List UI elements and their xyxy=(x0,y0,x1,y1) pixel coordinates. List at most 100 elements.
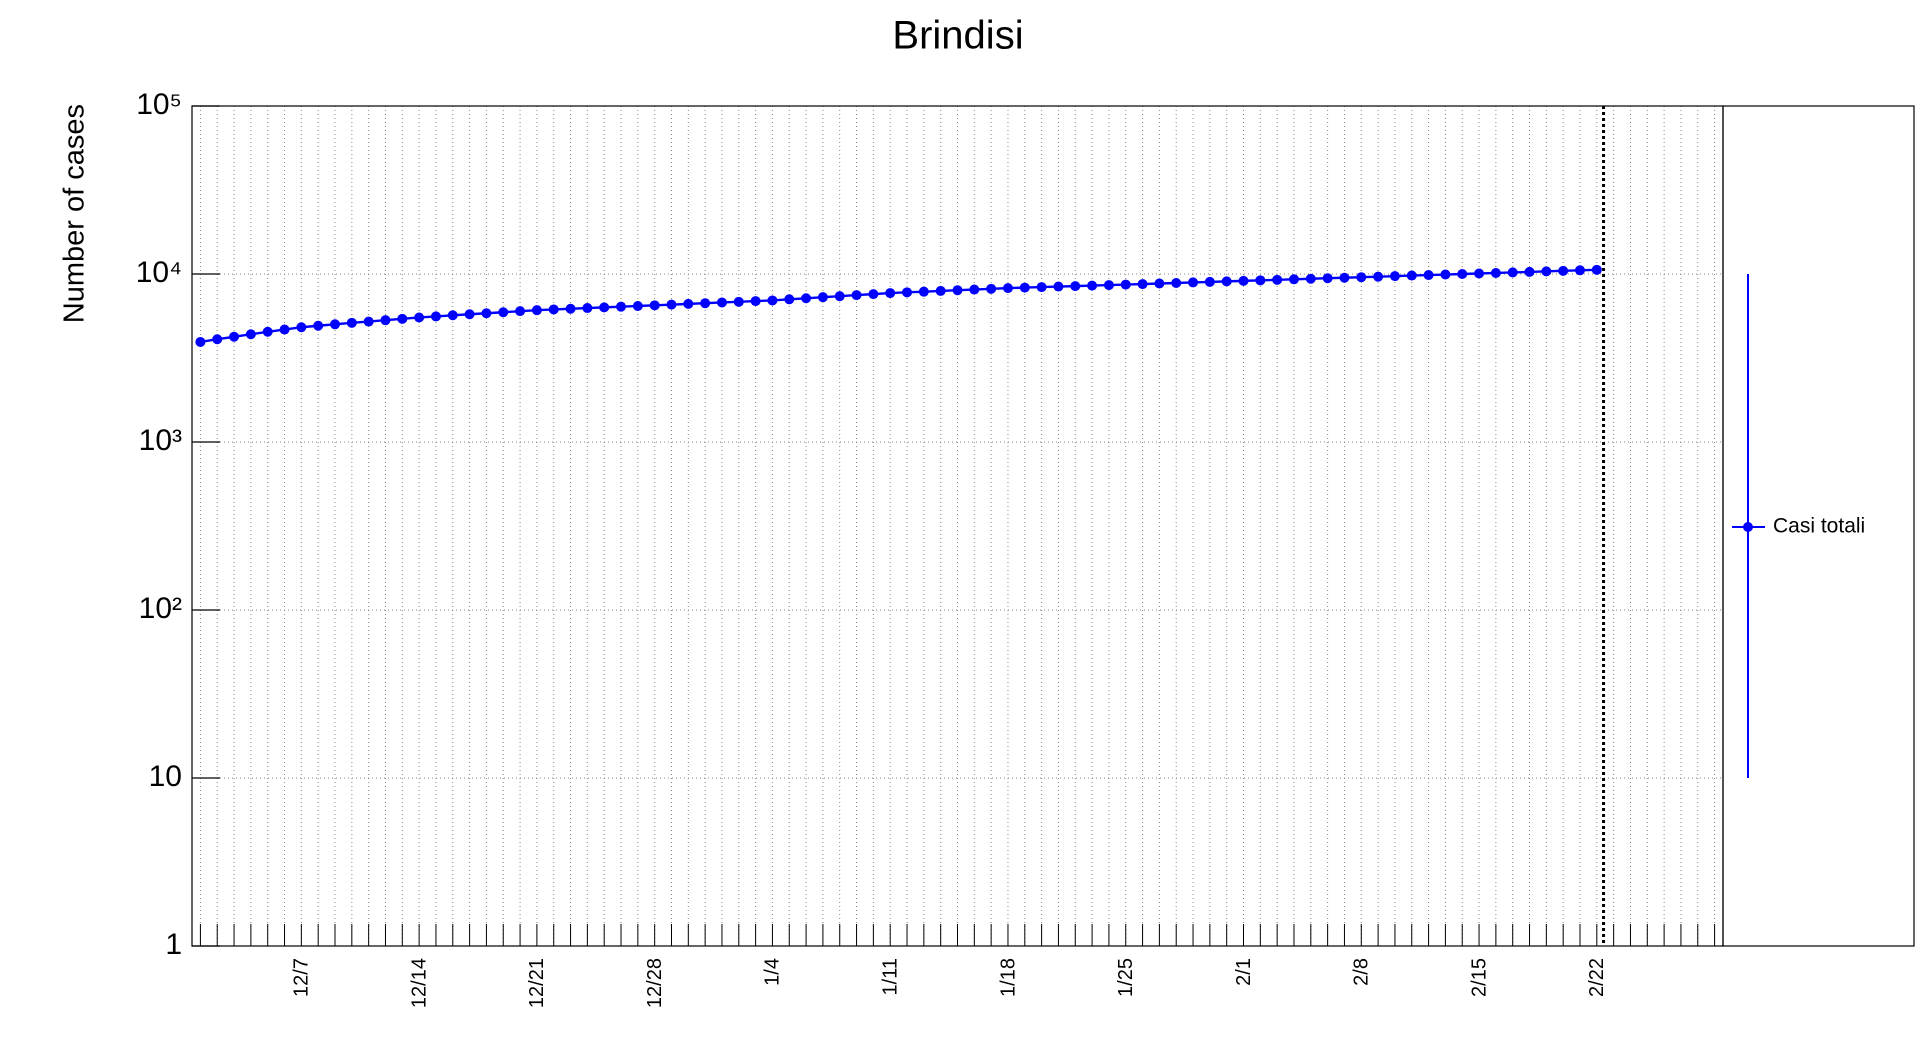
data-point xyxy=(1507,267,1518,278)
data-point xyxy=(1188,277,1199,288)
data-point xyxy=(1490,267,1501,278)
data-point xyxy=(330,319,341,330)
data-point xyxy=(700,298,711,309)
data-point xyxy=(582,303,593,314)
data-point xyxy=(1154,278,1165,289)
data-point xyxy=(296,322,307,333)
data-point xyxy=(397,313,408,324)
data-point xyxy=(683,298,694,309)
data-point xyxy=(548,304,559,315)
data-point xyxy=(969,284,980,295)
data-point xyxy=(649,300,660,311)
data-point xyxy=(1204,276,1215,287)
data-point xyxy=(767,295,778,306)
data-point xyxy=(784,294,795,305)
y-tick-label: 10³ xyxy=(139,424,182,457)
data-point xyxy=(279,324,290,335)
data-point xyxy=(1474,268,1485,279)
data-point xyxy=(1238,275,1249,286)
data-point xyxy=(666,299,677,310)
data-point xyxy=(346,317,357,328)
data-point xyxy=(632,300,643,311)
data-point xyxy=(481,308,492,319)
data-point xyxy=(262,326,273,337)
data-point xyxy=(733,296,744,307)
x-tick-label: 2/22 xyxy=(1586,958,1608,997)
data-point xyxy=(1541,266,1552,277)
legend-label: Casi totali xyxy=(1773,515,1865,538)
data-point xyxy=(380,315,391,326)
data-point xyxy=(1322,273,1333,284)
data-point xyxy=(313,320,324,331)
data-point xyxy=(565,303,576,314)
legend-marker xyxy=(1743,522,1753,532)
data-point xyxy=(1457,269,1468,279)
y-axis-label: Number of cases xyxy=(59,104,91,323)
data-point xyxy=(1339,272,1350,283)
data-point xyxy=(414,312,425,323)
data-point xyxy=(1103,280,1114,291)
data-point xyxy=(1524,266,1535,277)
data-point xyxy=(1255,275,1266,286)
data-point xyxy=(1087,280,1098,291)
data-point xyxy=(430,311,441,322)
data-point xyxy=(195,336,206,347)
data-point xyxy=(464,309,475,320)
data-point xyxy=(1389,271,1400,282)
x-tick-label: 2/8 xyxy=(1351,958,1373,986)
x-tick-label: 12/14 xyxy=(408,958,430,1008)
y-tick-label: 10 xyxy=(149,760,182,793)
data-point xyxy=(834,291,845,302)
data-point xyxy=(363,316,374,327)
data-point xyxy=(1423,270,1434,281)
data-point xyxy=(616,301,627,312)
data-point xyxy=(868,289,879,300)
data-point xyxy=(212,334,223,345)
data-point xyxy=(1120,279,1131,290)
data-point xyxy=(229,331,240,342)
data-point xyxy=(902,287,913,298)
data-point xyxy=(1036,282,1047,293)
data-point xyxy=(1406,270,1417,281)
data-point xyxy=(498,307,509,318)
x-tick-label: 2/15 xyxy=(1468,958,1490,997)
data-point xyxy=(1019,282,1030,293)
data-point xyxy=(986,283,997,294)
data-point xyxy=(1373,271,1384,282)
data-point xyxy=(1221,276,1232,287)
y-tick-label: 10⁴ xyxy=(136,256,182,289)
data-point xyxy=(531,305,542,316)
data-point xyxy=(952,285,963,296)
y-tick-label: 1 xyxy=(165,928,182,961)
data-point xyxy=(1272,274,1283,285)
data-point xyxy=(918,286,929,297)
data-point xyxy=(1053,281,1064,292)
data-point xyxy=(1288,274,1299,285)
data-point xyxy=(885,288,896,299)
x-tick-label: 12/28 xyxy=(644,958,666,1008)
data-point xyxy=(801,293,812,304)
data-point xyxy=(447,310,458,321)
x-tick-label: 1/25 xyxy=(1115,958,1137,997)
data-point xyxy=(515,306,526,317)
data-point xyxy=(1574,265,1585,276)
data-point xyxy=(935,285,946,296)
data-point xyxy=(817,292,828,303)
y-tick-label: 10⁵ xyxy=(136,88,182,121)
data-point xyxy=(1002,283,1013,294)
data-point xyxy=(1070,281,1081,292)
data-point xyxy=(1356,272,1367,283)
x-tick-label: 12/7 xyxy=(291,958,313,997)
y-tick-label: 10² xyxy=(139,592,182,625)
legend-box xyxy=(1722,105,1915,947)
chart-title: Brindisi xyxy=(892,14,1023,58)
data-point xyxy=(1171,277,1182,288)
data-point xyxy=(599,302,610,313)
x-tick-label: 1/11 xyxy=(879,958,901,995)
data-point xyxy=(851,290,862,301)
data-point xyxy=(245,329,256,340)
data-point xyxy=(716,297,727,308)
x-tick-label: 1/4 xyxy=(762,958,784,986)
data-point xyxy=(1137,279,1148,290)
